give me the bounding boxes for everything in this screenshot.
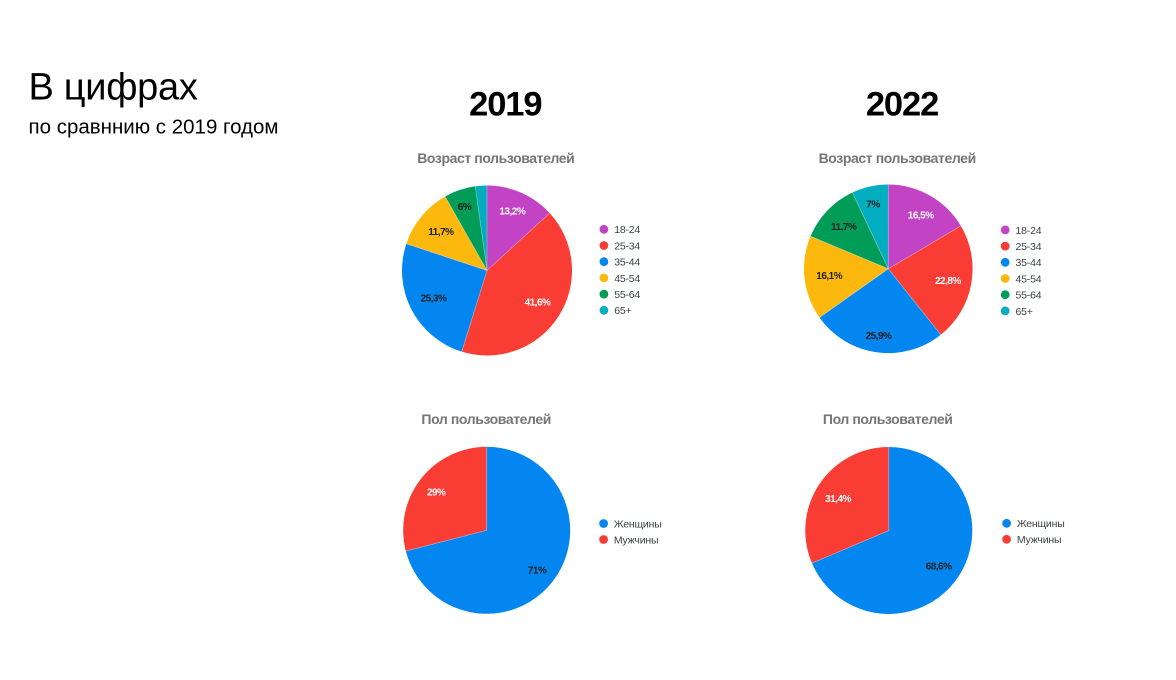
svg-text:22,8%: 22,8%	[935, 276, 961, 287]
svg-text:Женщины: Женщины	[614, 518, 662, 530]
svg-text:16,1%: 16,1%	[816, 271, 842, 282]
svg-text:2022: 2022	[866, 85, 938, 123]
svg-text:Возраст пользователей: Возраст пользователей	[819, 150, 976, 166]
svg-text:55-64: 55-64	[1016, 290, 1042, 302]
svg-text:Пол пользователей: Пол пользователей	[823, 411, 953, 427]
svg-text:29%: 29%	[427, 488, 446, 499]
svg-text:55-64: 55-64	[614, 289, 640, 301]
svg-text:Мужчины: Мужчины	[1017, 534, 1061, 546]
svg-text:Возраст пользователей: Возраст пользователей	[417, 150, 574, 166]
svg-text:2019: 2019	[469, 86, 541, 124]
svg-text:35-44: 35-44	[614, 257, 640, 269]
svg-text:18-24: 18-24	[614, 224, 640, 236]
svg-text:18-24: 18-24	[1016, 225, 1042, 237]
svg-text:11,7%: 11,7%	[428, 227, 454, 238]
svg-text:65+: 65+	[1016, 306, 1033, 318]
svg-text:Мужчины: Мужчины	[614, 534, 658, 546]
svg-text:25,9%: 25,9%	[866, 331, 892, 342]
svg-text:11,7%: 11,7%	[831, 222, 857, 233]
svg-text:35-44: 35-44	[1016, 257, 1042, 269]
svg-text:13,2%: 13,2%	[499, 207, 525, 218]
svg-text:71%: 71%	[528, 565, 547, 576]
svg-text:45-54: 45-54	[614, 273, 640, 285]
svg-text:25-34: 25-34	[1016, 241, 1042, 253]
svg-text:68,6%: 68,6%	[926, 562, 952, 573]
svg-text:Пол пользователей: Пол пользователей	[421, 411, 551, 427]
svg-text:41,6%: 41,6%	[525, 297, 551, 308]
svg-text:65+: 65+	[614, 305, 631, 317]
svg-text:Женщины: Женщины	[1017, 518, 1065, 530]
svg-text:7%: 7%	[866, 200, 880, 211]
svg-text:31,4%: 31,4%	[825, 494, 851, 505]
svg-text:45-54: 45-54	[1016, 273, 1042, 285]
svg-text:25,3%: 25,3%	[421, 294, 447, 305]
svg-text:по сравннию с 2019 годом: по сравннию с 2019 годом	[29, 116, 279, 139]
svg-text:6%: 6%	[458, 202, 472, 213]
svg-text:В цифрах: В цифрах	[29, 67, 198, 109]
svg-text:25-34: 25-34	[614, 240, 640, 252]
svg-text:16,5%: 16,5%	[908, 211, 934, 222]
